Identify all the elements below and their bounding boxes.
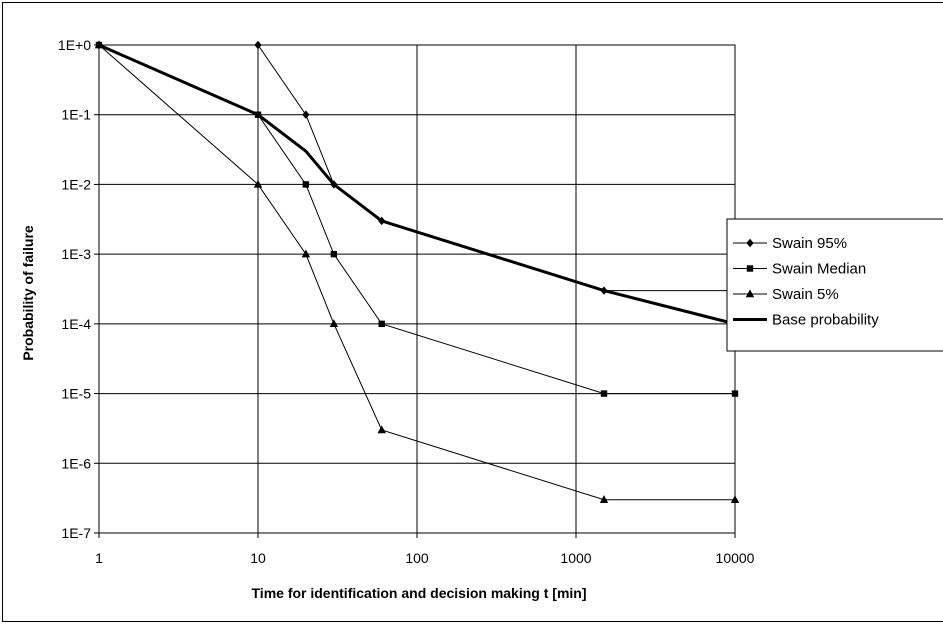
- legend-item-base-probability: Base probability: [733, 312, 879, 329]
- y-tick-label: 1E-1: [61, 107, 91, 123]
- data-point-swain-median: [600, 390, 608, 397]
- y-tick-label: 1E-7: [61, 525, 91, 541]
- data-point-swain-median: [731, 390, 739, 397]
- legend-label: Swain Median: [772, 261, 866, 278]
- data-point-swain-95: [254, 40, 262, 50]
- legend: Swain 95% Swain Median Swain 5% Base probab…: [726, 218, 943, 352]
- legend-marker: [745, 289, 755, 298]
- data-point-swain-5: [301, 249, 311, 258]
- y-tick-label: 1E-6: [61, 455, 91, 471]
- data-point-swain-median: [378, 320, 385, 328]
- data-point-swain-5: [599, 495, 609, 503]
- y-tick-label: 1E-4: [61, 316, 91, 332]
- tick-labels: 1E+0 1E-1 1E-2 1E-3 1E-4 1E-5 1E-6 1E-71 10 100 10…: [58, 37, 755, 566]
- legend-marker: [746, 238, 754, 248]
- series-base-probability: [98, 43, 736, 326]
- data-point-swain-5: [377, 425, 386, 434]
- legend-item-swain-5: Swain 5%: [733, 286, 839, 303]
- data-point-swain-5: [730, 495, 740, 503]
- y-tick-label: 1E-5: [61, 386, 91, 402]
- legend-item-swain-median: Swain Median: [733, 261, 866, 278]
- series-line-base-probability: [98, 43, 736, 326]
- y-axis-title: Probability of failure: [20, 225, 36, 361]
- legend-label: Swain 95%: [772, 235, 847, 252]
- y-tick-label: 1E+0: [58, 37, 91, 53]
- data-point-swain-95: [302, 110, 310, 119]
- data-point-swain-5: [329, 319, 339, 328]
- data-point-swain-5: [253, 179, 263, 188]
- x-tick-label: 10000: [716, 550, 755, 566]
- legend-item-swain-95: Swain 95%: [733, 235, 847, 252]
- y-tick-label: 1E-3: [61, 246, 91, 262]
- legend-label: Base probability: [772, 312, 879, 329]
- y-tick-label: 1E-2: [61, 176, 91, 192]
- data-point-swain-median: [330, 250, 338, 258]
- series-swain-5: [94, 40, 740, 503]
- series-layer: [94, 40, 740, 503]
- x-tick-label: 10: [250, 550, 266, 566]
- legend-label: Swain 5%: [772, 286, 839, 303]
- data-point-swain-median: [302, 181, 310, 188]
- x-tick-label: 1000: [560, 550, 591, 566]
- grid: [98, 44, 736, 534]
- x-axis-title: Time for identification and decision mak…: [252, 585, 587, 601]
- legend-box: [726, 218, 943, 352]
- legend-marker: [746, 265, 754, 272]
- x-tick-label: 100: [405, 550, 429, 566]
- x-tick-label: 1: [95, 550, 103, 566]
